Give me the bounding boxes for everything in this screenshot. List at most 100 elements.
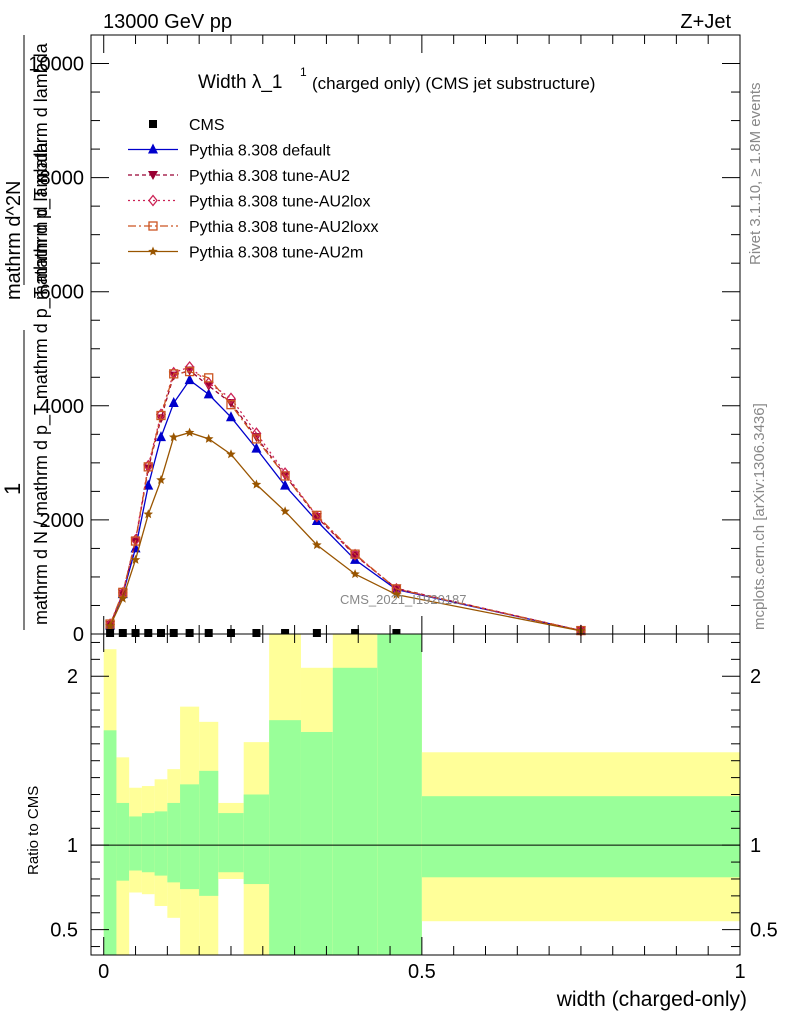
ratio-inner-band	[199, 770, 219, 896]
series-point-4	[130, 554, 141, 564]
cms-data-point	[312, 629, 321, 637]
x-tick-label: 0.5	[408, 961, 436, 983]
ratio-y-title: Ratio to CMS	[25, 786, 42, 875]
series-point-4	[312, 540, 322, 550]
analysis-watermark: CMS_2021_I1920187	[340, 592, 467, 607]
ratio-y-tick-label: 2	[67, 666, 78, 688]
legend-label: Pythia 8.308 tune-AU2	[189, 168, 350, 185]
y-tick-label: 4000	[40, 396, 85, 418]
cms-data-point	[185, 629, 194, 637]
ratio-y-tick-label-right: 1	[750, 835, 761, 857]
cms-data-point	[156, 629, 165, 637]
header-process: Z+Jet	[680, 11, 731, 33]
y-tick-label: 0	[73, 624, 84, 646]
mcplots-label: mcplots.cern.ch [arXiv:1306.3436]	[751, 403, 768, 630]
series-point-4	[156, 475, 166, 484]
series-point-0	[143, 479, 154, 490]
cms-data-point	[281, 629, 290, 637]
ratio-panel: 0.5 0.51 12 2 0 0.5 1 Ratio to CMS width (cha…	[25, 633, 778, 1011]
legend-marker	[149, 120, 157, 128]
cms-data-point	[392, 629, 401, 637]
ratio-inner-band	[180, 784, 200, 890]
series-point-4	[226, 449, 236, 459]
main-plot-ticks	[91, 35, 741, 635]
y-title-one: 1	[0, 483, 25, 495]
ratio-y-tick-labels: 0.5 0.5 1 1 2 2	[50, 666, 778, 941]
series-point-3	[130, 536, 141, 546]
series-point-3	[169, 369, 179, 379]
y-title-denom2: mathrm d p_T mathrm d lambda	[31, 42, 52, 300]
main-plot-data	[105, 360, 586, 637]
series-point-0	[155, 431, 166, 442]
series-point-4	[143, 509, 153, 519]
ratio-inner-band	[167, 802, 181, 883]
main-plot-panel: 0 2000 4000 6000 8000 10000 Width λ_1 1 (char…	[0, 34, 741, 646]
legend-marker	[148, 171, 158, 180]
series-point-3	[350, 549, 360, 559]
series-point-3	[280, 471, 290, 481]
series-point-4	[204, 433, 214, 443]
ratio-y-tick-label: 1	[67, 835, 78, 857]
plot-title-rest: (charged only) (CMS jet substructure)	[312, 74, 595, 93]
legend: CMS Pythia 8.308 default Pythia 8.308 tune…	[128, 117, 378, 262]
series-line-3	[109, 370, 582, 632]
ratio-inner-band	[332, 667, 378, 955]
y-tick-label: 10000	[28, 54, 84, 76]
ratio-y-tick-label-right: 0.5	[750, 920, 778, 942]
ratio-inner-band	[377, 634, 422, 955]
legend-label: Pythia 8.308 tune-AU2loxx	[189, 219, 378, 236]
ratio-inner-band	[116, 802, 130, 881]
series-point-4	[350, 569, 360, 579]
header-energy: 13000 GeV pp	[103, 11, 232, 33]
ratio-y-tick-label: 0.5	[50, 920, 78, 942]
series-point-4	[184, 427, 195, 437]
x-axis-title: width (charged-only)	[556, 988, 747, 1011]
series-point-4	[169, 432, 179, 442]
series-point-2	[312, 510, 322, 523]
series-point-0	[251, 442, 262, 453]
legend-marker	[148, 194, 158, 207]
cms-data-point	[351, 629, 360, 637]
main-plot-y-tick-labels: 0 2000 4000 6000 8000 10000	[28, 54, 84, 646]
legend-label: Pythia 8.308 tune-AU2lox	[189, 194, 370, 211]
cms-data-point	[204, 629, 213, 637]
series-point-0	[203, 388, 214, 399]
series-point-3	[156, 410, 166, 421]
series-point-0	[184, 374, 195, 385]
series-point-3	[251, 434, 262, 444]
ratio-bands	[103, 634, 740, 955]
series-point-4	[280, 506, 290, 516]
series-point-0	[168, 396, 179, 407]
series-point-0	[225, 411, 236, 422]
y-axis-title: 1 mathrm d N / mathrm d p_T mathrm d p_T…	[0, 35, 52, 630]
ratio-inner-band	[129, 816, 142, 871]
x-tick-label: 0	[98, 961, 109, 983]
series-point-3	[226, 400, 236, 410]
ratio-y-tick-label-right: 2	[750, 666, 761, 688]
series-point-2	[226, 392, 236, 405]
ratio-inner-band	[141, 813, 155, 873]
rivet-label: Rivet 3.1.10, ≥ 1.8M events	[747, 83, 764, 266]
legend-marker	[148, 221, 158, 231]
ratio-inner-band	[421, 796, 740, 878]
legend-label: Pythia 8.308 tune-AU2m	[189, 245, 363, 262]
cms-data-point	[118, 629, 127, 637]
cms-data-point	[169, 629, 178, 637]
legend-marker	[148, 143, 158, 154]
cms-data-point	[252, 629, 261, 637]
ratio-inner-band	[243, 794, 270, 885]
ratio-inner-band	[154, 811, 168, 876]
ratio-ticks	[91, 634, 741, 955]
x-tick-label: 1	[734, 961, 745, 983]
ratio-inner-band	[269, 720, 301, 955]
ratio-inner-band	[103, 730, 117, 955]
legend-label: Pythia 8.308 default	[189, 143, 331, 160]
y-title-numer: mathrm d^2N	[3, 181, 25, 300]
series-point-4	[105, 621, 115, 631]
series-point-2	[350, 548, 360, 561]
y-tick-label: 6000	[40, 282, 85, 304]
legend-marker	[148, 246, 158, 256]
series-point-3	[204, 373, 214, 383]
x-tick-labels: 0 0.5 1	[98, 961, 745, 983]
